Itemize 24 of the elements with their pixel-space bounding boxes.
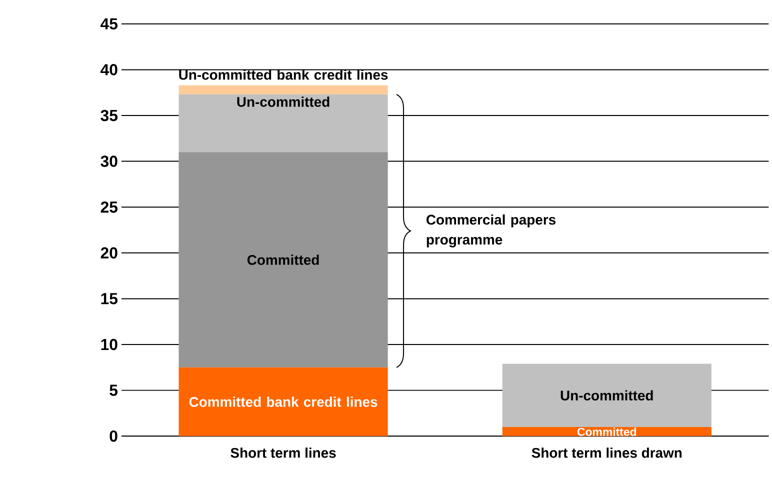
annotation: Committed bank credit lines bbox=[189, 396, 378, 407]
bar bbox=[178, 367, 388, 436]
y-tick-label: 30 bbox=[100, 156, 118, 168]
y-tick-label: 25 bbox=[100, 202, 118, 213]
y-tick-label: 10 bbox=[101, 338, 118, 350]
x-tick-label: Short term lines bbox=[230, 448, 336, 458]
x-tick-label: Short term lines drawn bbox=[532, 448, 682, 458]
y-tick-label: 35 bbox=[100, 110, 118, 122]
bar bbox=[178, 94, 388, 152]
annotation: Un-committed bbox=[560, 390, 653, 401]
y-tick-label: 40 bbox=[100, 64, 118, 76]
bar bbox=[178, 152, 388, 368]
annotation: Un-committed bank credit lines bbox=[179, 70, 388, 80]
y-tick-label: 15 bbox=[101, 293, 118, 304]
annotation: Committed bbox=[247, 254, 319, 265]
y-tick-label: 45 bbox=[100, 18, 118, 30]
annotation: Un-committed bbox=[237, 96, 330, 107]
y-tick-label: 20 bbox=[100, 247, 118, 259]
y-tick-label: 0 bbox=[110, 430, 118, 442]
bar bbox=[178, 85, 388, 94]
bar bbox=[502, 364, 712, 427]
annotation: Committed bbox=[577, 428, 636, 436]
y-tick-label: 5 bbox=[110, 384, 118, 396]
annotation: Commercial papers programme bbox=[426, 214, 556, 248]
